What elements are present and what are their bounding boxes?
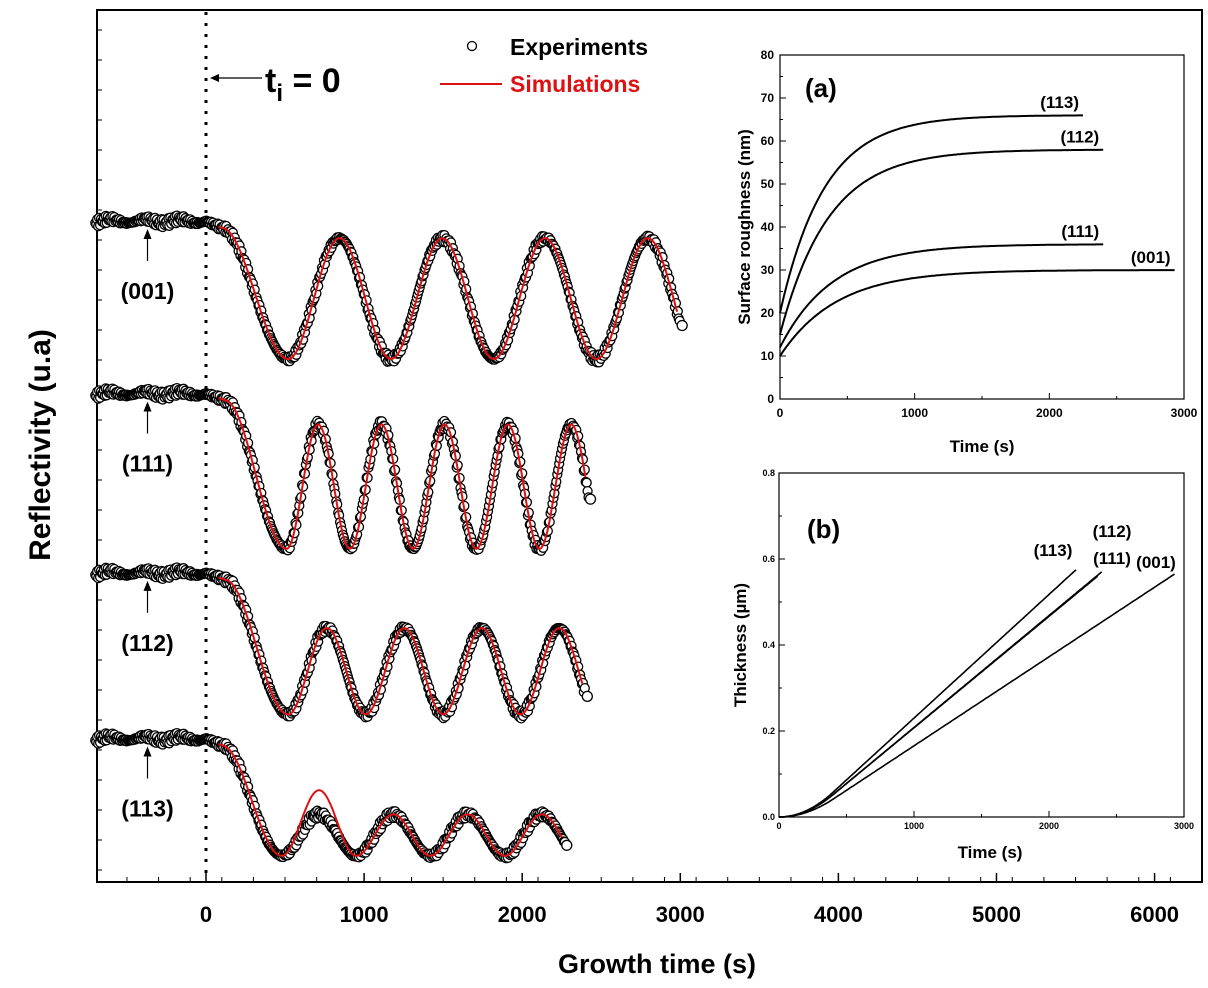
main-series-group bbox=[90, 210, 688, 864]
reflectivity-series-111 bbox=[90, 382, 597, 556]
inset-a-chart: 0 1000 2000 3000 0 10 20 30 40 50 60 70 80 (113) (112… bbox=[735, 48, 1198, 456]
inset-b-series-label: (001) bbox=[1136, 553, 1176, 572]
t0-annotation: ti = 0 bbox=[210, 62, 341, 107]
thickness-line-113 bbox=[779, 569, 1077, 818]
inset-a-frame bbox=[779, 54, 1185, 400]
simulation-line bbox=[218, 576, 584, 716]
inset-b-y-tick-label: 0.0 bbox=[762, 812, 775, 822]
inset-a-x-axis-title: Time (s) bbox=[950, 437, 1015, 456]
inset-a-series-label: (111) bbox=[1061, 222, 1099, 241]
x-tick-label: 3000 bbox=[656, 902, 705, 927]
inset-a-y-tick-label: 0 bbox=[767, 392, 774, 406]
inset-a-axes: 0 1000 2000 3000 0 10 20 30 40 50 60 70 80 bbox=[761, 48, 1198, 420]
inset-b-x-tick-label: 0 bbox=[776, 821, 781, 831]
simulation-line bbox=[218, 397, 587, 550]
inset-a-y-tick-label: 60 bbox=[761, 134, 775, 148]
t0-label: ti = 0 bbox=[265, 62, 341, 107]
main-series-labels: (001) (111) (112) (113) bbox=[121, 229, 175, 822]
inset-a-x-tick-label: 3000 bbox=[1171, 406, 1198, 420]
x-tick-label: 2000 bbox=[498, 902, 547, 927]
inset-b-y-tick-label: 0.4 bbox=[762, 640, 775, 650]
series-label: (113) bbox=[121, 796, 173, 822]
inset-b-series-group: (113) (112) (111) (001) bbox=[779, 522, 1176, 818]
legend-simulations-label: Simulations bbox=[510, 71, 640, 97]
inset-b-x-tick-label: 2000 bbox=[1039, 821, 1059, 831]
thickness-line-001 bbox=[779, 573, 1175, 818]
series-label: (111) bbox=[122, 451, 173, 477]
legend-experiments-label: Experiments bbox=[510, 34, 648, 60]
inset-a-x-tick-label: 2000 bbox=[1036, 406, 1063, 420]
inset-a-y-tick-label: 30 bbox=[761, 263, 775, 277]
series-arrow-head bbox=[143, 746, 152, 757]
roughness-line-112 bbox=[779, 148, 1104, 335]
t0-arrow-head bbox=[210, 74, 219, 82]
experiment-point bbox=[561, 839, 573, 851]
inset-a-y-tick-label: 70 bbox=[761, 91, 775, 105]
inset-b-y-tick-label: 0.2 bbox=[762, 726, 775, 736]
inset-a-x-tick-label: 0 bbox=[777, 406, 784, 420]
experiment-point bbox=[584, 493, 597, 505]
inset-b-y-axis-title: Thickness (µm) bbox=[731, 583, 750, 707]
main-plot-frame bbox=[96, 9, 1203, 883]
inset-a-y-tick-label: 10 bbox=[761, 349, 775, 363]
reflectivity-series-112 bbox=[90, 562, 593, 724]
inset-a-y-axis-title: Surface roughness (nm) bbox=[735, 129, 754, 325]
main-y-axis-title: Reflectivity (u.a) bbox=[24, 329, 57, 561]
x-tick-label: 5000 bbox=[972, 902, 1021, 927]
main-x-axis-title: Growth time (s) bbox=[558, 949, 756, 979]
roughness-line-113 bbox=[779, 114, 1083, 314]
inset-a-series-label: (001) bbox=[1131, 248, 1171, 267]
inset-a-panel-label: (a) bbox=[805, 73, 837, 103]
roughness-line-111 bbox=[779, 243, 1104, 348]
inset-b-frame bbox=[778, 472, 1185, 818]
reflectivity-series-113 bbox=[90, 727, 573, 864]
x-tick-label: 6000 bbox=[1130, 902, 1179, 927]
x-tick-label: 0 bbox=[200, 902, 212, 927]
inset-a-series-label: (113) bbox=[1040, 93, 1079, 112]
series-label: (112) bbox=[121, 630, 173, 656]
simulation-line bbox=[218, 225, 679, 361]
inset-a-x-tick-label: 1000 bbox=[901, 406, 928, 420]
series-arrow-head bbox=[143, 229, 152, 239]
inset-a-y-tick-label: 80 bbox=[761, 48, 775, 62]
x-tick-label: 1000 bbox=[340, 902, 389, 927]
series-arrow-head bbox=[143, 580, 152, 591]
roughness-line-001 bbox=[779, 269, 1175, 357]
inset-b-series-label: (112) bbox=[1093, 522, 1132, 541]
inset-b-y-tick-label: 0.8 bbox=[762, 468, 775, 478]
experiment-point bbox=[581, 477, 592, 488]
series-label: (001) bbox=[121, 278, 175, 304]
inset-a-y-tick-label: 20 bbox=[761, 306, 775, 320]
experiment-point bbox=[676, 319, 688, 332]
inset-a-series-group: (113) (112) (111) (001) bbox=[779, 93, 1175, 357]
inset-b-x-tick-label: 3000 bbox=[1174, 821, 1194, 831]
thickness-line-111 bbox=[779, 575, 1099, 818]
main-chart: 0 1000 2000 3000 4000 5000 6000 (001)(111)(112… bbox=[24, 9, 1203, 979]
inset-a-y-tick-label: 40 bbox=[761, 220, 775, 234]
inset-b-panel-label: (b) bbox=[807, 514, 840, 544]
inset-b-y-tick-label: 0.6 bbox=[762, 554, 775, 564]
series-arrow-head bbox=[143, 401, 152, 412]
simulation-line bbox=[218, 743, 563, 857]
inset-b-series-label: (113) bbox=[1034, 541, 1073, 560]
main-x-ticks: 0 1000 2000 3000 4000 5000 6000 bbox=[126, 873, 1179, 927]
inset-a-series-label: (112) bbox=[1060, 128, 1099, 147]
inset-b-series-label: (111) bbox=[1093, 549, 1131, 568]
inset-a-y-tick-label: 50 bbox=[761, 177, 775, 191]
legend-experiments-marker bbox=[466, 40, 478, 52]
inset-b-x-axis-title: Time (s) bbox=[958, 843, 1023, 862]
main-legend: Experiments Simulations bbox=[440, 34, 648, 97]
reflectivity-series-001 bbox=[90, 210, 688, 368]
inset-b-x-tick-label: 1000 bbox=[904, 821, 924, 831]
experiment-point bbox=[581, 690, 593, 702]
x-tick-label: 4000 bbox=[814, 902, 863, 927]
